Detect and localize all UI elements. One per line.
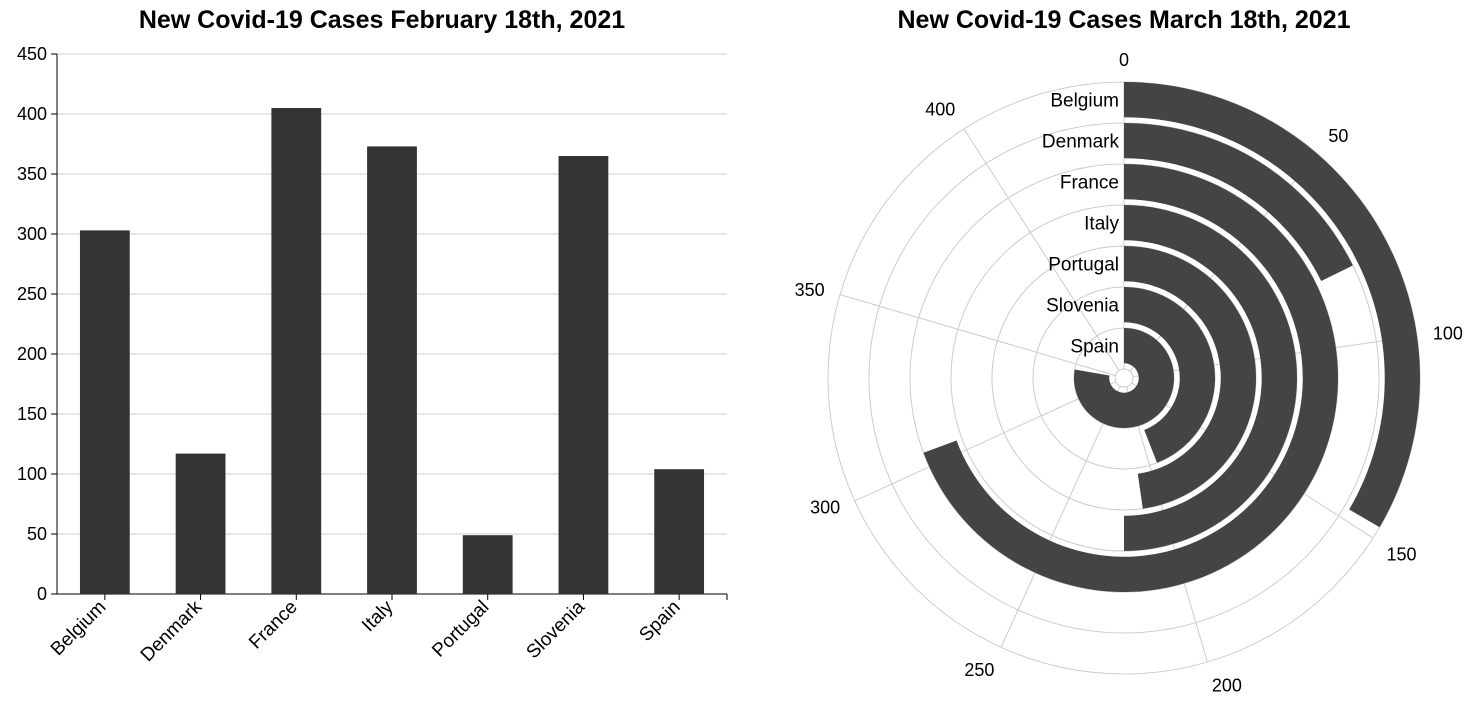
- bar-denmark: [175, 453, 226, 594]
- radial-bar-italy: [1124, 205, 1297, 551]
- angle-tick-label: 350: [795, 280, 825, 300]
- y-tick-label: 50: [27, 524, 47, 544]
- angle-tick-label: 50: [1328, 126, 1348, 146]
- angle-tick-label: 200: [1212, 675, 1242, 695]
- bar-belgium: [79, 230, 130, 594]
- radial-category-label: Belgium: [1050, 91, 1119, 112]
- angle-tick-label: 300: [810, 498, 840, 518]
- radial-bar-denmark: [1124, 123, 1353, 282]
- radial-bar-spain: [1074, 328, 1175, 428]
- x-tick-label: Belgium: [47, 597, 110, 660]
- x-tick-label: Portugal: [428, 597, 493, 662]
- radial-grid-circle: [1114, 368, 1134, 388]
- radial-category-label: Portugal: [1048, 255, 1119, 276]
- bar-italy: [367, 146, 417, 594]
- x-tick-label: Italy: [358, 596, 398, 636]
- x-tick-label: Slovenia: [523, 596, 590, 663]
- radial-spoke: [963, 128, 1120, 371]
- bar-chart-title: New Covid-19 Cases February 18th, 2021: [139, 6, 625, 34]
- bar-chart-x-axis: Belgium Denmark France Italy Portugal Sloveni…: [47, 594, 685, 666]
- radial-category-label: Denmark: [1042, 132, 1120, 153]
- bar-chart-bars: [79, 108, 705, 594]
- y-tick-label: 200: [17, 344, 47, 364]
- radial-spoke: [854, 381, 1117, 502]
- radial-chart-category-labels: Belgium Denmark France Italy Portugal Sloveni…: [1042, 91, 1120, 358]
- x-tick-label: Spain: [635, 597, 684, 646]
- y-tick-label: 450: [17, 44, 47, 64]
- angle-tick-label: 400: [925, 100, 955, 120]
- angle-tick-label: 250: [964, 660, 994, 680]
- y-tick-label: 250: [17, 284, 47, 304]
- bar-spain: [654, 469, 705, 594]
- radial-chart-bars: [923, 82, 1421, 592]
- radial-bar-portugal: [1124, 246, 1256, 509]
- y-tick-label: 0: [37, 584, 47, 604]
- y-tick-label: 300: [17, 224, 47, 244]
- radial-chart-title: New Covid-19 Cases March 18th, 2021: [898, 6, 1351, 34]
- bar-slovenia: [558, 156, 609, 594]
- y-tick-label: 350: [17, 164, 47, 184]
- radial-category-label: Slovenia: [1046, 296, 1119, 317]
- bar-portugal: [462, 535, 513, 594]
- radial-bar-slovenia: [1124, 287, 1215, 463]
- radial-spoke: [1000, 385, 1121, 648]
- angle-tick-label: 0: [1119, 50, 1129, 70]
- radial-bar-chart: New Covid-19 Cases March 18th, 2021 Belg…: [795, 6, 1463, 695]
- bar-france: [271, 108, 322, 594]
- radial-category-label: France: [1060, 173, 1119, 194]
- bar-chart: New Covid-19 Cases February 18th, 2021 0…: [17, 6, 728, 666]
- radial-spoke: [839, 294, 1116, 376]
- x-tick-label: France: [245, 597, 302, 654]
- radial-category-label: Spain: [1070, 337, 1119, 358]
- y-tick-label: 100: [17, 464, 47, 484]
- y-tick-label: 150: [17, 404, 47, 424]
- radial-category-label: Italy: [1084, 214, 1119, 235]
- angle-tick-label: 150: [1386, 545, 1416, 565]
- bar-chart-y-axis: 0 50 100 150 200 250 300 350 400 450: [17, 44, 728, 604]
- y-tick-label: 400: [17, 104, 47, 124]
- x-tick-label: Denmark: [137, 596, 207, 666]
- angle-tick-label: 100: [1433, 324, 1463, 344]
- radial-chart-angle-ticks: 0 50 100 150 200 250 300 350 400: [795, 50, 1463, 695]
- radial-bar-belgium: [1124, 82, 1421, 528]
